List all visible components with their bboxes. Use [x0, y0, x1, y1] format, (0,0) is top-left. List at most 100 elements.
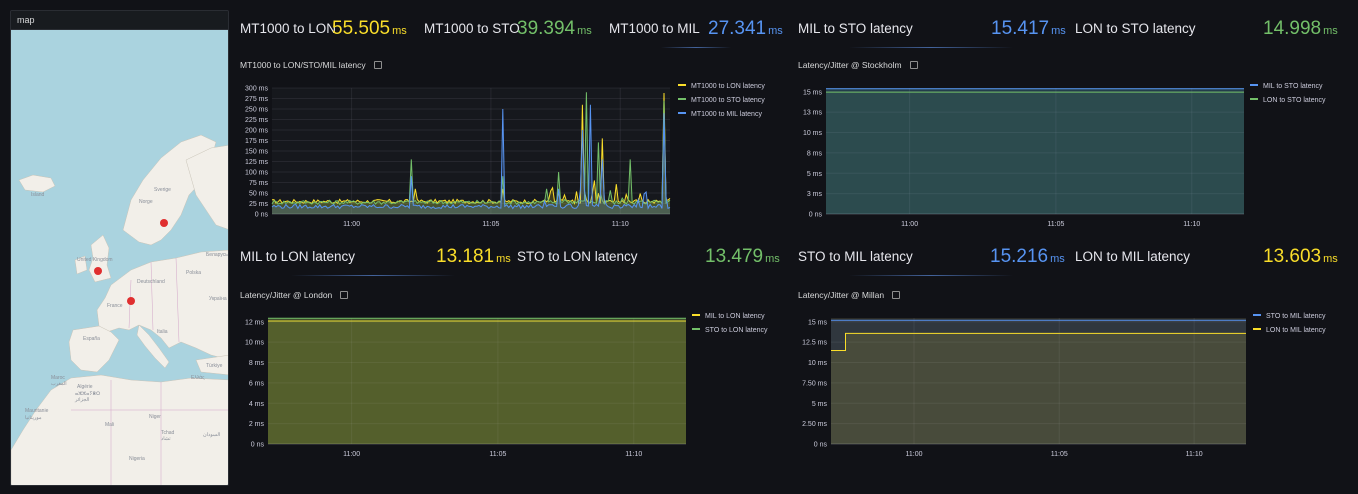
stat-mt1000-to-mil[interactable]: MT1000 to MIL 27.341 ms: [606, 10, 786, 48]
stat-mil-to-sto[interactable]: MIL to STO latency 15.417 ms: [794, 10, 1068, 48]
graph-latency-stockholm[interactable]: Latency/Jitter @ Stockholm 0 ns 3 ms 5 ms 8…: [798, 60, 1346, 232]
map-place-label: الجزائر: [75, 397, 90, 403]
stat-sto-to-lon[interactable]: STO to LON latency 13.479 ms: [514, 238, 786, 276]
stat-value: 13.181 ms: [436, 246, 511, 267]
graph-latency-milan[interactable]: Latency/Jitter @ Millan 0 ns 2.50 ms 5 ms 7…: [798, 290, 1346, 462]
stat-label: LON to MIL latency: [1075, 249, 1191, 264]
y-tick-label: 8 ms: [249, 360, 265, 367]
plot-area: [831, 318, 1246, 444]
map-place-label: تشاد: [161, 436, 171, 442]
y-tick-label: 125 ms: [245, 159, 268, 166]
legend-item[interactable]: MIL to STO latency: [1250, 80, 1326, 94]
stat-label: LON to STO latency: [1075, 21, 1196, 36]
x-tick-label: 11:10: [1183, 221, 1200, 228]
map-place-label: Ελλάς: [191, 375, 205, 381]
map-canvas[interactable]: Island Sverige Norge United Kingdom Deutschl…: [11, 30, 228, 485]
expand-icon[interactable]: [909, 60, 918, 69]
chart-legend: MIL to LON latency STO to LON latency: [692, 310, 768, 338]
chart-svg: 0 ns 25 ms 50 ms 75 ms 100 ms 125 ms 150 ms 175…: [245, 86, 671, 228]
legend-swatch: [692, 328, 700, 331]
y-tick-label: 6 ms: [249, 380, 265, 387]
legend-label: STO to LON latency: [705, 327, 768, 334]
legend-label: LON to MIL latency: [1266, 327, 1326, 334]
legend-item[interactable]: LON to STO latency: [1250, 94, 1326, 108]
stat-mt1000-to-lon[interactable]: MT1000 to LON 55.505 ms: [236, 10, 416, 48]
plot-area: [826, 88, 1244, 214]
expand-icon[interactable]: [373, 60, 382, 69]
map-place-label: السودان: [203, 432, 221, 438]
legend-swatch: [692, 314, 700, 317]
x-tick-label: 11:00: [906, 451, 923, 458]
series-area: [272, 104, 670, 214]
legend-label: MIL to STO latency: [1263, 83, 1323, 90]
stat-label: MT1000 to MIL: [609, 21, 700, 36]
series-line[interactable]: [271, 92, 671, 206]
y-tick-label: 7.50 ms: [802, 380, 827, 387]
map-place-label: Україна: [209, 296, 227, 302]
y-tick-label: 25 ms: [249, 201, 269, 208]
expand-icon[interactable]: [340, 290, 349, 299]
stat-mt1000-to-sto[interactable]: MT1000 to STO 39.394 ms: [420, 10, 604, 48]
y-tick-label: 10 ms: [803, 130, 823, 137]
map-place-label: Polska: [186, 270, 202, 276]
y-tick-label: 275 ms: [245, 96, 268, 103]
map-panel[interactable]: map: [10, 10, 229, 486]
legend-swatch: [678, 84, 686, 87]
chart-legend: MIL to STO latency LON to STO latency: [1250, 80, 1326, 108]
stat-value: 14.998 ms: [1263, 18, 1338, 39]
map-place-label: Mauritanie: [25, 408, 49, 414]
x-tick-label: 11:00: [343, 451, 360, 458]
y-tick-label: 3 ms: [807, 191, 823, 198]
y-tick-label: 4 ms: [249, 401, 265, 408]
map-place-label: Niger: [149, 414, 161, 420]
legend-label: LON to STO latency: [1263, 97, 1326, 104]
map-marker-london[interactable]: [94, 267, 102, 275]
x-tick-label: 11:00: [901, 221, 918, 228]
series-area: [268, 321, 686, 444]
series-area: [268, 318, 686, 444]
legend-item[interactable]: MT1000 to STO latency: [678, 94, 765, 108]
stat-label: MT1000 to STO: [424, 21, 520, 36]
graph-title: Latency/Jitter @ Millan: [798, 290, 901, 300]
graph-mt1000-latency[interactable]: MT1000 to LON/STO/MIL latency 0 ns 25 ms 5…: [240, 60, 785, 232]
map-marker-stockholm[interactable]: [160, 219, 168, 227]
map-place-label: Mali: [105, 422, 115, 428]
stat-divider: [849, 275, 1013, 276]
y-tick-label: 8 ms: [807, 150, 823, 157]
x-tick-label: 11:10: [1186, 451, 1203, 458]
stat-value: 15.216 ms: [990, 246, 1065, 267]
y-tick-label: 50 ms: [249, 191, 269, 198]
series-line[interactable]: [271, 104, 671, 210]
x-tick-label: 11:05: [489, 451, 506, 458]
stat-lon-to-mil[interactable]: LON to MIL latency 13.603 ms: [1072, 238, 1344, 276]
y-tick-label: 5 ms: [807, 171, 823, 178]
legend-item[interactable]: MT1000 to MIL latency: [678, 108, 765, 122]
legend-label: MIL to LON latency: [705, 313, 765, 320]
stat-value: 27.341 ms: [708, 18, 783, 39]
graph-title: MT1000 to LON/STO/MIL latency: [240, 60, 382, 70]
map-place-label: España: [83, 336, 100, 342]
stat-lon-to-sto[interactable]: LON to STO latency 14.998 ms: [1072, 10, 1344, 48]
map-place-label: Deutschland: [137, 279, 165, 285]
legend-item[interactable]: LON to MIL latency: [1253, 324, 1326, 338]
series-line[interactable]: [831, 332, 1246, 351]
legend-swatch: [1253, 314, 1261, 317]
stat-mil-to-lon[interactable]: MIL to LON latency 13.181 ms: [236, 238, 511, 276]
stat-value: 55.505 ms: [332, 18, 407, 39]
expand-icon[interactable]: [892, 290, 901, 299]
y-tick-label: 15 ms: [808, 319, 828, 326]
map-place-label: United Kingdom: [77, 257, 113, 263]
legend-item[interactable]: STO to MIL latency: [1253, 310, 1326, 324]
legend-item[interactable]: MIL to LON latency: [692, 310, 768, 324]
x-tick-label: 11:00: [343, 221, 360, 228]
y-tick-label: 5 ms: [812, 401, 828, 408]
stat-sto-to-mil[interactable]: STO to MIL latency 15.216 ms: [794, 238, 1068, 276]
y-tick-label: 0 ns: [251, 442, 265, 449]
y-tick-label: 75 ms: [249, 180, 269, 187]
map-marker-milan[interactable]: [127, 297, 135, 305]
legend-item[interactable]: STO to LON latency: [692, 324, 768, 338]
graph-latency-london[interactable]: Latency/Jitter @ London 0 ns 2 ms 4 ms 6 ms…: [240, 290, 785, 462]
stat-value: 13.603 ms: [1263, 246, 1338, 267]
legend-item[interactable]: MT1000 to LON latency: [678, 80, 765, 94]
